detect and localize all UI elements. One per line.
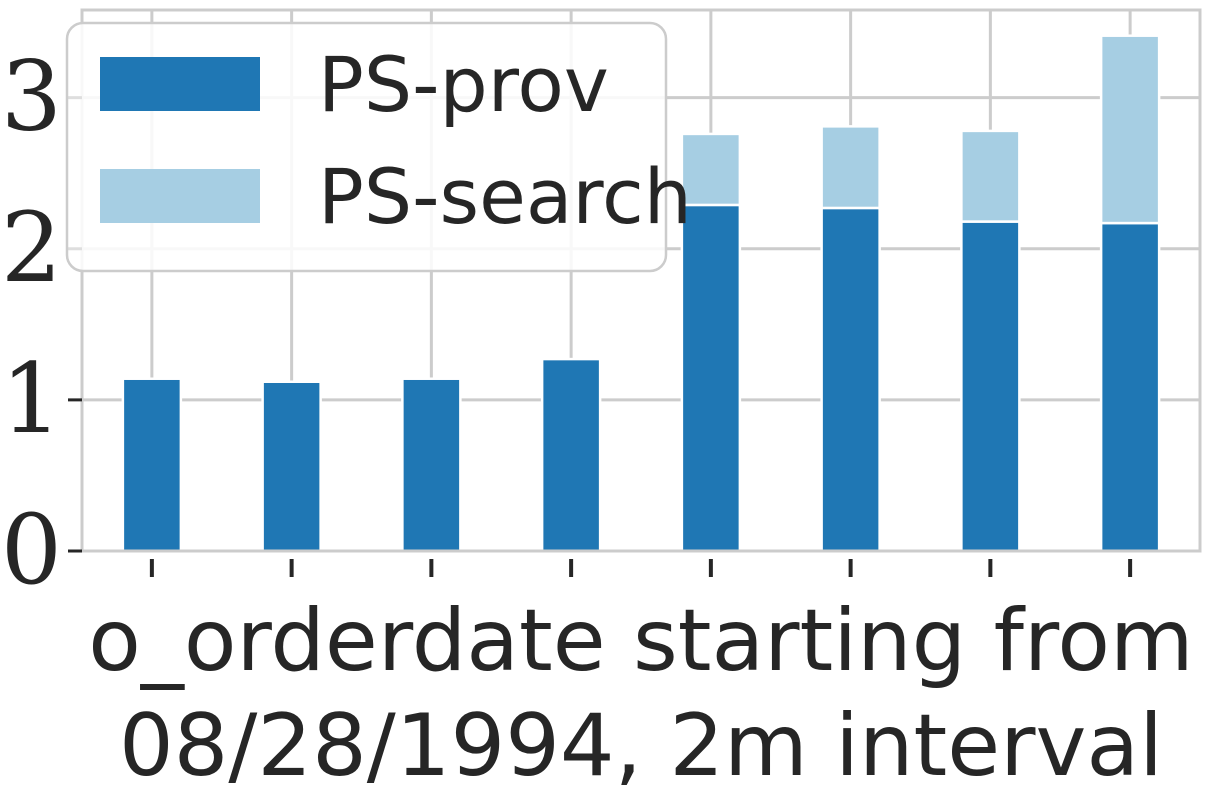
- bar-ps-prov-5: [680, 203, 742, 553]
- bar-ps-search-6: [820, 125, 881, 210]
- legend-swatch-ps-search: [100, 169, 260, 223]
- x-axis-label-line-1: o_orderdate starting from: [88, 591, 1193, 691]
- legend: PS-prov PS-search: [65, 21, 692, 273]
- bar-ps-prov-7: [960, 220, 1021, 553]
- bar-ps-search-7: [960, 129, 1021, 223]
- bar-ps-prov-6: [820, 206, 881, 553]
- bar-ps-search-5: [680, 132, 742, 207]
- legend-swatch-ps-prov: [100, 57, 260, 111]
- legend-label-ps-search: PS-search: [318, 152, 692, 241]
- y-tick-label: 3: [1, 41, 62, 153]
- y-tick-label: 2: [1, 192, 62, 304]
- bar-ps-prov-2: [261, 380, 322, 553]
- axis-ticks: 0 1 2 3: [1, 41, 1133, 606]
- bar-ps-prov-1: [121, 377, 183, 553]
- bar-ps-prov-8: [1099, 221, 1161, 553]
- x-axis-label-line-2: 08/28/1994, 2m interval: [119, 696, 1163, 796]
- bars: [121, 34, 1161, 553]
- bar-ps-prov-3: [401, 377, 462, 553]
- bar-ps-prov-4: [540, 357, 602, 553]
- legend-label-ps-prov: PS-prov: [318, 40, 609, 129]
- y-tick-label: 1: [1, 343, 62, 455]
- y-tick-label: 0: [1, 494, 62, 606]
- plot-frame: [80, 8, 1202, 553]
- bar-ps-search-8: [1099, 34, 1161, 225]
